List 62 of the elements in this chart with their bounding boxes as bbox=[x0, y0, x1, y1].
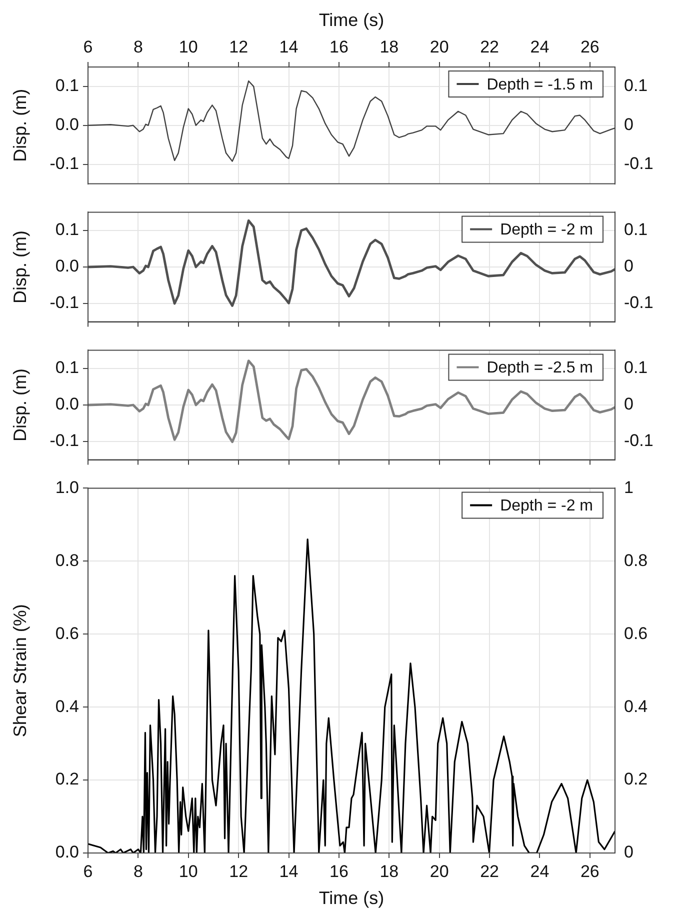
x-tick-label: 6 bbox=[83, 37, 93, 56]
x-tick-label: 22 bbox=[480, 862, 499, 881]
x-tick-label: 24 bbox=[530, 37, 550, 56]
y2-tick-label: 0.8 bbox=[624, 550, 648, 570]
x-tick-label: 16 bbox=[329, 862, 348, 881]
y2-tick-label: 0.6 bbox=[624, 624, 648, 643]
y-axis-title: Disp. (m) bbox=[10, 230, 30, 304]
x-tick-label: 12 bbox=[229, 37, 248, 56]
y-tick-label: 0.0 bbox=[55, 115, 79, 134]
y-tick-label: 0.8 bbox=[55, 550, 79, 570]
x-tick-label: 16 bbox=[329, 37, 348, 56]
y-tick-label: 0.0 bbox=[55, 842, 79, 862]
x-tick-label: 24 bbox=[530, 862, 550, 881]
y-tick-label: 1.0 bbox=[55, 478, 79, 497]
x-axis-title: Time (s) bbox=[318, 10, 384, 30]
x-tick-label: 22 bbox=[480, 37, 499, 56]
y-axis-title: Shear Strain (%) bbox=[10, 604, 30, 738]
y-tick-label: 0.2 bbox=[55, 770, 79, 789]
x-tick-label: 20 bbox=[430, 37, 449, 56]
legend-label: Depth = -1.5 m bbox=[486, 76, 594, 94]
y-tick-label: 0.1 bbox=[55, 76, 79, 96]
y2-tick-label: 0 bbox=[624, 394, 634, 414]
x-tick-label: 10 bbox=[178, 37, 198, 56]
y-tick-label: 0.0 bbox=[55, 256, 79, 276]
y2-tick-label: -0.1 bbox=[624, 154, 654, 174]
x-tick-label: 14 bbox=[279, 37, 298, 56]
y-tick-label: -0.1 bbox=[50, 293, 79, 312]
legend-label: Depth = -2 m bbox=[500, 498, 594, 515]
x-tick-label: 18 bbox=[380, 862, 399, 881]
x-tick-label: 8 bbox=[133, 37, 143, 56]
y2-tick-label: 0 bbox=[624, 115, 634, 134]
y-tick-label: 0.1 bbox=[55, 358, 79, 378]
y2-tick-label: -0.1 bbox=[624, 431, 654, 450]
y-tick-label: 0.0 bbox=[55, 394, 79, 414]
y-tick-label: -0.1 bbox=[50, 431, 79, 450]
x-tick-label: 10 bbox=[178, 862, 198, 881]
y-tick-label: 0.6 bbox=[55, 624, 79, 643]
y2-tick-label: 0 bbox=[624, 256, 634, 276]
x-tick-label: 26 bbox=[580, 862, 600, 881]
y-axis-title: Disp. (m) bbox=[10, 368, 30, 442]
y2-tick-label: 0.4 bbox=[624, 696, 648, 716]
y2-tick-label: -0.1 bbox=[624, 293, 654, 312]
x-axis-title: Time (s) bbox=[318, 888, 384, 908]
y-axis-title: Disp. (m) bbox=[10, 88, 30, 162]
x-tick-label: 12 bbox=[229, 862, 248, 881]
x-tick-label: 20 bbox=[430, 862, 449, 881]
x-tick-label: 26 bbox=[580, 37, 600, 56]
y-tick-label: -0.1 bbox=[50, 154, 79, 174]
x-tick-label: 8 bbox=[133, 862, 143, 881]
x-tick-label: 14 bbox=[279, 862, 298, 881]
x-tick-label: 6 bbox=[83, 862, 93, 881]
y2-tick-label: 0 bbox=[624, 842, 634, 862]
y-tick-label: 0.1 bbox=[55, 220, 79, 240]
y2-tick-label: 0.1 bbox=[624, 358, 648, 378]
y-tick-label: 0.4 bbox=[55, 696, 79, 716]
legend-label: Depth = -2 m bbox=[500, 222, 594, 239]
y2-tick-label: 0.1 bbox=[624, 76, 648, 96]
y2-tick-label: 0.1 bbox=[624, 220, 648, 240]
x-tick-label: 18 bbox=[380, 37, 399, 56]
y2-tick-label: 1 bbox=[624, 478, 634, 497]
y2-tick-label: 0.2 bbox=[624, 770, 648, 789]
legend-label: Depth = -2.5 m bbox=[486, 360, 594, 377]
